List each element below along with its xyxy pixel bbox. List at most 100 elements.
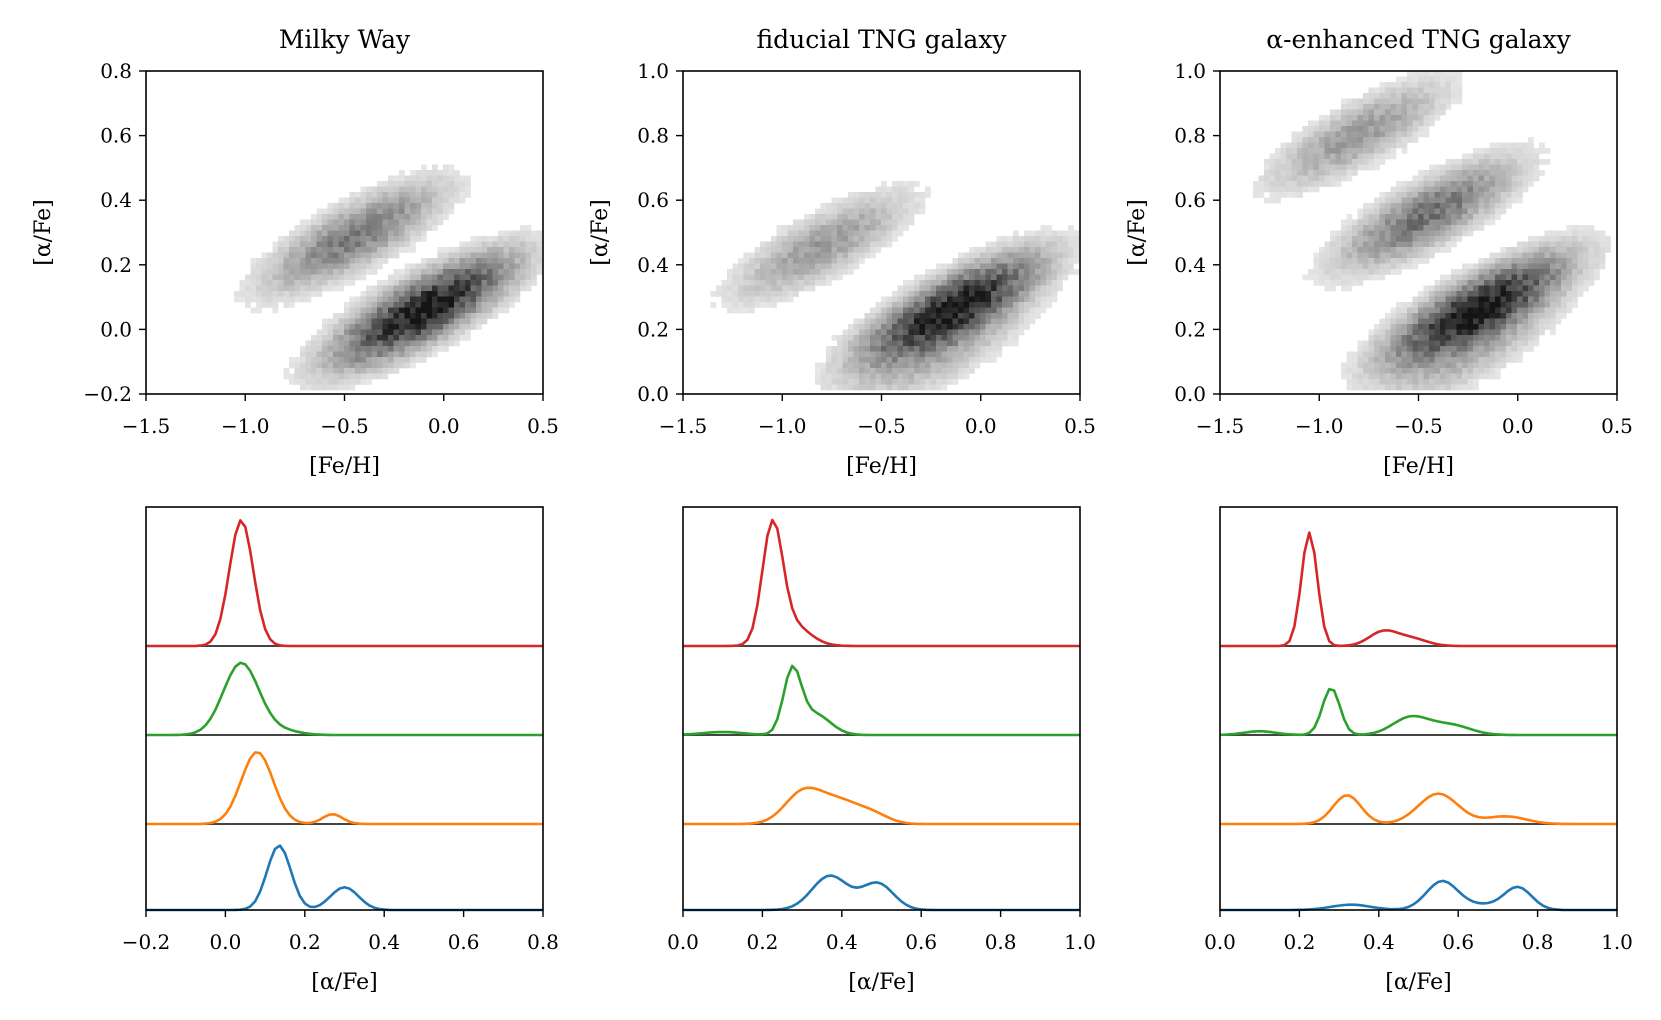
y-tick-label: 1.0	[1174, 59, 1206, 83]
heatmap-cell	[360, 203, 367, 209]
heatmap-cell	[1495, 335, 1501, 341]
heatmap-cell	[360, 241, 367, 248]
heatmap-cell	[1385, 208, 1391, 215]
heatmap-cell	[831, 335, 838, 341]
heatmap-cell	[443, 252, 449, 259]
heatmap-cell	[1401, 203, 1408, 209]
heatmap-cell	[903, 307, 909, 314]
heatmap-cell	[294, 258, 301, 264]
heatmap-cell	[721, 285, 728, 292]
heatmap-cell	[316, 280, 323, 286]
heatmap-cell	[798, 241, 805, 248]
heatmap-cell	[1462, 159, 1468, 165]
heatmap-cell	[886, 329, 893, 336]
heatmap-cell	[980, 280, 986, 286]
y-tick-label: 0.2	[100, 253, 132, 277]
heatmap-cell	[1297, 142, 1303, 149]
heatmap-cell	[1002, 291, 1008, 297]
heatmap-cell	[1528, 285, 1534, 292]
heatmap-cell	[1368, 98, 1375, 105]
heatmap-cell	[914, 274, 920, 281]
heatmap-cell	[382, 241, 389, 248]
heatmap-cell	[1462, 346, 1468, 352]
heatmap-cell	[941, 307, 948, 314]
heatmap-cell	[914, 368, 920, 374]
heatmap-cell	[1423, 120, 1430, 127]
heatmap-cell	[278, 263, 284, 270]
heatmap-cell	[1412, 203, 1419, 209]
heatmap-cell	[1385, 346, 1391, 352]
heatmap-cell	[820, 384, 827, 391]
heatmap-cell	[1489, 335, 1496, 341]
heatmap-cell	[1308, 269, 1314, 275]
heatmap-cell	[831, 351, 838, 358]
heatmap-cell	[1555, 291, 1562, 297]
heatmap-cell	[410, 302, 416, 308]
heatmap-cell	[1357, 115, 1364, 121]
heatmap-cell	[925, 351, 931, 358]
heatmap-cell	[327, 241, 334, 248]
heatmap-cell	[525, 247, 532, 253]
heatmap-cell	[448, 197, 455, 204]
heatmap-cell	[1599, 241, 1606, 248]
heatmap-cell	[1007, 324, 1014, 330]
heatmap-cell	[1051, 236, 1058, 242]
heatmap-cell	[1451, 87, 1457, 94]
heatmap-cell	[322, 384, 328, 391]
heatmap-cell	[1390, 241, 1397, 248]
heatmap-cell	[250, 291, 257, 297]
heatmap-cell	[1352, 225, 1358, 231]
heatmap-cell	[991, 335, 997, 341]
heatmap-cell	[371, 307, 378, 314]
heatmap-cell	[300, 296, 306, 303]
heatmap-cell	[881, 329, 887, 336]
heatmap-cell	[503, 274, 510, 281]
heatmap-cell	[1007, 307, 1014, 314]
heatmap-cell	[1434, 357, 1441, 363]
heatmap-cell	[520, 247, 526, 253]
heatmap-cell	[437, 280, 444, 286]
heatmap-cell	[355, 263, 361, 270]
heatmap-cell	[1346, 219, 1353, 226]
heatmap-cell	[377, 225, 383, 231]
heatmap-cell	[952, 280, 959, 286]
heatmap-cell	[886, 197, 893, 204]
heatmap-cell	[481, 274, 488, 281]
heatmap-cell	[1040, 241, 1047, 248]
heatmap-cell	[300, 241, 306, 248]
heatmap-cell	[925, 335, 931, 341]
x-tick-label: 0.2	[1283, 930, 1315, 954]
heatmap-cell	[1302, 142, 1309, 149]
heatmap-cell	[531, 241, 537, 248]
heatmap-cell	[487, 307, 493, 314]
heatmap-cell	[393, 192, 400, 198]
heatmap-cell	[349, 214, 356, 220]
heatmap-cell	[256, 302, 262, 308]
heatmap-cell	[481, 313, 488, 319]
heatmap-cell	[952, 351, 959, 358]
heatmap-cell	[820, 258, 827, 264]
heatmap-cell	[974, 252, 981, 259]
heatmap-cell	[1335, 181, 1342, 187]
heatmap-cell	[1352, 98, 1358, 105]
heatmap-cell	[1029, 313, 1036, 319]
heatmap-cell	[1401, 302, 1408, 308]
heatmap-cell	[509, 247, 515, 253]
heatmap-cell	[377, 214, 383, 220]
heatmap-cell	[875, 186, 882, 193]
heatmap-cell	[1533, 285, 1540, 292]
heatmap-cell	[1390, 82, 1397, 88]
heatmap-cell	[426, 181, 433, 187]
heatmap-cell	[1374, 236, 1380, 242]
heatmap-cell	[1029, 302, 1036, 308]
heatmap-cell	[1379, 93, 1386, 99]
heatmap-cell	[963, 362, 970, 369]
heatmap-cell	[787, 280, 794, 286]
heatmap-cell	[333, 236, 339, 242]
heatmap-cell	[432, 329, 438, 336]
heatmap-cell	[1368, 87, 1375, 94]
heatmap-cell	[1434, 197, 1441, 204]
heatmap-cell	[1451, 203, 1457, 209]
heatmap-cell	[481, 241, 488, 248]
heatmap-cell	[1319, 175, 1325, 182]
